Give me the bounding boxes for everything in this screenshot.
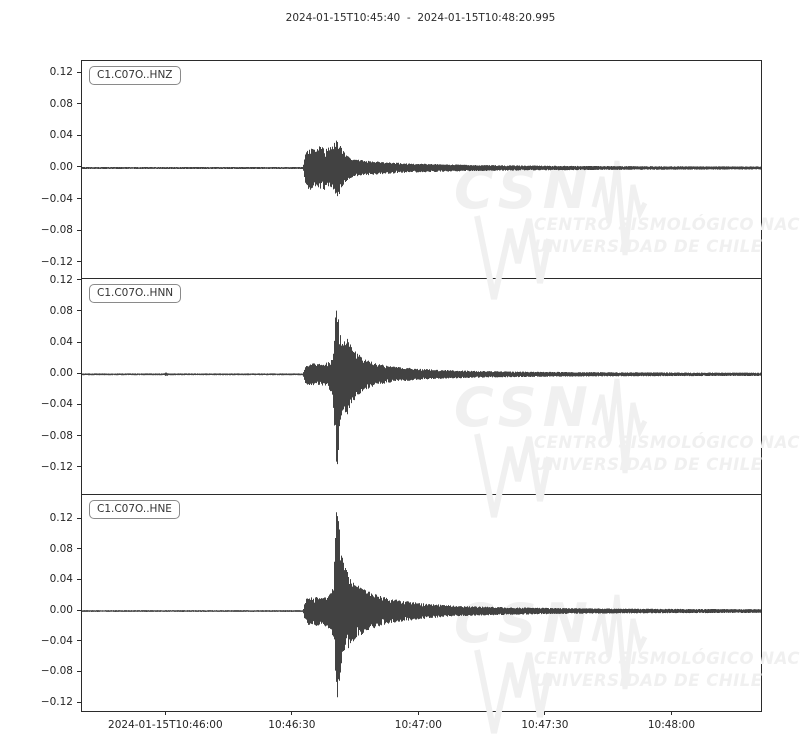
y-tick-mark xyxy=(77,341,81,343)
y-tick-label: −0.08 xyxy=(40,224,73,237)
y-tick-mark xyxy=(77,701,81,703)
y-tick-label: 0.00 xyxy=(49,160,73,173)
y-tick-mark xyxy=(77,435,81,437)
y-tick-label: 0.00 xyxy=(49,367,73,380)
x-tick-mark xyxy=(291,711,293,715)
y-tick-label: −0.04 xyxy=(40,192,73,205)
y-tick-mark xyxy=(77,548,81,550)
y-tick-label: 0.08 xyxy=(49,542,73,555)
y-tick-label: 0.12 xyxy=(49,66,73,79)
y-tick-label: −0.04 xyxy=(40,398,73,411)
x-tick-label: 10:48:00 xyxy=(647,719,696,731)
trace-label-hnz: C1.C07O..HNZ xyxy=(89,66,181,85)
y-tick-mark xyxy=(77,578,81,580)
y-tick-label: 0.00 xyxy=(49,604,73,617)
y-tick-mark xyxy=(77,229,81,231)
x-tick-label: 2024-01-15T10:46:00 xyxy=(108,719,223,731)
trace-label-hnn: C1.C07O..HNN xyxy=(89,283,182,303)
y-tick-mark xyxy=(77,71,81,73)
y-tick-label: −0.04 xyxy=(40,634,73,647)
y-tick-label: 0.04 xyxy=(49,336,73,349)
y-tick-label: 0.12 xyxy=(49,512,73,525)
y-tick-label: −0.12 xyxy=(40,696,73,709)
y-tick-label: 0.12 xyxy=(49,273,73,286)
y-tick-mark xyxy=(77,372,81,374)
y-tick-mark xyxy=(77,103,81,105)
y-tick-label: 0.08 xyxy=(49,304,73,317)
y-tick-mark xyxy=(77,166,81,168)
y-tick-mark xyxy=(77,466,81,468)
x-tick-mark xyxy=(164,711,166,715)
y-tick-mark xyxy=(77,517,81,519)
y-tick-label: 0.04 xyxy=(49,573,73,586)
y-tick-label: −0.12 xyxy=(40,460,73,473)
y-tick-mark xyxy=(77,403,81,405)
y-tick-mark xyxy=(77,261,81,263)
y-tick-mark xyxy=(77,134,81,136)
y-tick-mark xyxy=(77,670,81,672)
y-tick-label: 0.04 xyxy=(49,129,73,142)
y-tick-mark xyxy=(77,640,81,642)
seismogram-trace xyxy=(82,512,761,698)
y-tick-mark xyxy=(77,310,81,312)
y-tick-label: 0.08 xyxy=(49,97,73,110)
y-tick-mark xyxy=(77,609,81,611)
seismogram-trace xyxy=(82,310,761,465)
y-tick-mark xyxy=(77,198,81,200)
y-tick-label: −0.12 xyxy=(40,255,73,268)
x-tick-label: 10:47:00 xyxy=(394,719,442,731)
y-tick-mark xyxy=(77,279,81,281)
x-tick-mark xyxy=(417,711,419,715)
seismogram-trace xyxy=(82,140,761,197)
waveform-traces xyxy=(82,140,761,698)
trace-label-hne: C1.C07O..HNE xyxy=(89,500,180,520)
x-tick-label: 10:47:30 xyxy=(521,719,569,731)
y-tick-label: −0.08 xyxy=(40,429,73,442)
x-tick-label: 10:46:30 xyxy=(268,719,316,731)
x-tick-mark xyxy=(544,711,546,715)
y-tick-label: −0.08 xyxy=(40,665,73,678)
plot-area: CSN CENTRO SISMOLÓGICO NACIONAL UNIVERSI… xyxy=(81,60,800,734)
figure-title: 2024-01-15T10:45:40 - 2024-01-15T10:48:2… xyxy=(285,12,556,24)
x-tick-mark xyxy=(670,711,672,715)
